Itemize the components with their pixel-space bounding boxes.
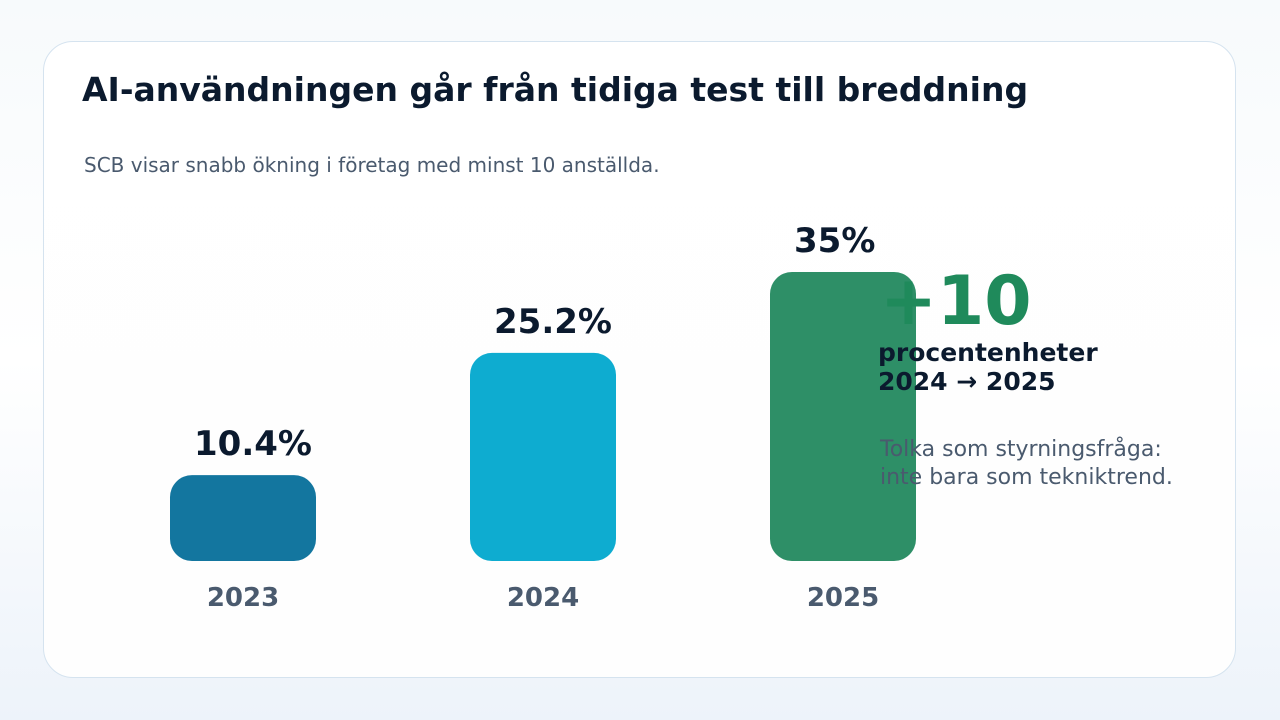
highlight-value: +10 (880, 262, 1032, 341)
chart-subtitle: SCB visar snabb ökning i företag med min… (84, 153, 660, 177)
highlight-note-line1: Tolka som styrningsfråga: (880, 437, 1162, 462)
bar-2023 (170, 475, 316, 561)
highlight-unit: procentenheter 2024 → 2025 (878, 338, 1098, 396)
highlight-period: 2024 → 2025 (878, 367, 1056, 396)
value-label-2025: 35% (794, 221, 875, 261)
bar-2025 (770, 272, 916, 561)
chart-title: AI-användningen går från tidiga test til… (82, 70, 1029, 109)
highlight-note: Tolka som styrningsfråga: inte bara som … (880, 436, 1173, 492)
highlight-note-line2: inte bara som tekniktrend. (880, 465, 1173, 490)
category-label-2024: 2024 (507, 583, 579, 613)
highlight-unit-label: procentenheter (878, 338, 1098, 367)
chart-card (43, 41, 1236, 678)
value-label-2024: 25.2% (494, 302, 612, 342)
bar-2024 (470, 352, 616, 561)
value-label-2023: 10.4% (194, 424, 312, 464)
category-label-2023: 2023 (207, 583, 279, 613)
category-label-2025: 2025 (807, 583, 879, 613)
